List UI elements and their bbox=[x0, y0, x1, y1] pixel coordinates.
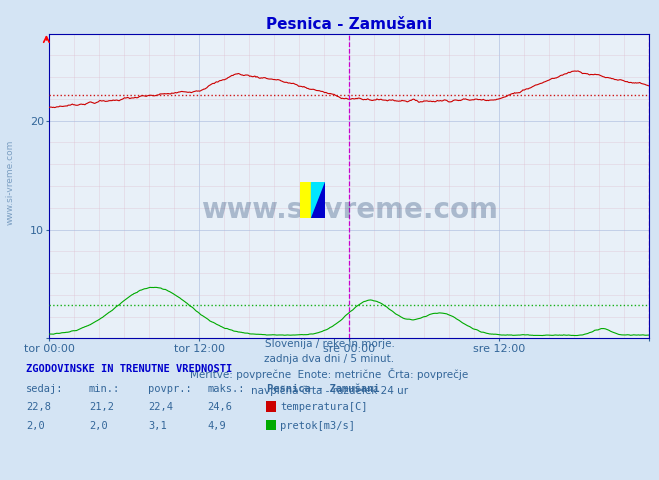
Text: 3,1: 3,1 bbox=[148, 420, 167, 431]
Text: 22,8: 22,8 bbox=[26, 402, 51, 412]
Text: 2,0: 2,0 bbox=[26, 420, 45, 431]
Text: www.si-vreme.com: www.si-vreme.com bbox=[5, 140, 14, 225]
Text: povpr.:: povpr.: bbox=[148, 384, 192, 394]
Text: sedaj:: sedaj: bbox=[26, 384, 64, 394]
Polygon shape bbox=[300, 182, 311, 218]
Text: 24,6: 24,6 bbox=[208, 402, 233, 412]
Text: 4,9: 4,9 bbox=[208, 420, 226, 431]
Polygon shape bbox=[311, 182, 325, 218]
Text: temperatura[C]: temperatura[C] bbox=[280, 402, 368, 412]
Title: Pesnica - Zamušani: Pesnica - Zamušani bbox=[266, 17, 432, 33]
Text: 21,2: 21,2 bbox=[89, 402, 114, 412]
Text: min.:: min.: bbox=[89, 384, 120, 394]
Text: Slovenija / reke in morje.: Slovenija / reke in morje. bbox=[264, 338, 395, 348]
Text: maks.:: maks.: bbox=[208, 384, 245, 394]
Text: navpična črta - razdelek 24 ur: navpična črta - razdelek 24 ur bbox=[251, 385, 408, 396]
Text: zadnja dva dni / 5 minut.: zadnja dva dni / 5 minut. bbox=[264, 354, 395, 364]
Text: 2,0: 2,0 bbox=[89, 420, 107, 431]
Text: Pesnica - Zamušani: Pesnica - Zamušani bbox=[267, 384, 380, 394]
Text: www.si-vreme.com: www.si-vreme.com bbox=[201, 196, 498, 224]
Polygon shape bbox=[311, 182, 325, 218]
Text: ZGODOVINSKE IN TRENUTNE VREDNOSTI: ZGODOVINSKE IN TRENUTNE VREDNOSTI bbox=[26, 363, 233, 373]
Text: 22,4: 22,4 bbox=[148, 402, 173, 412]
Text: pretok[m3/s]: pretok[m3/s] bbox=[280, 420, 355, 431]
Text: Meritve: povprečne  Enote: metrične  Črta: povprečje: Meritve: povprečne Enote: metrične Črta:… bbox=[190, 368, 469, 380]
